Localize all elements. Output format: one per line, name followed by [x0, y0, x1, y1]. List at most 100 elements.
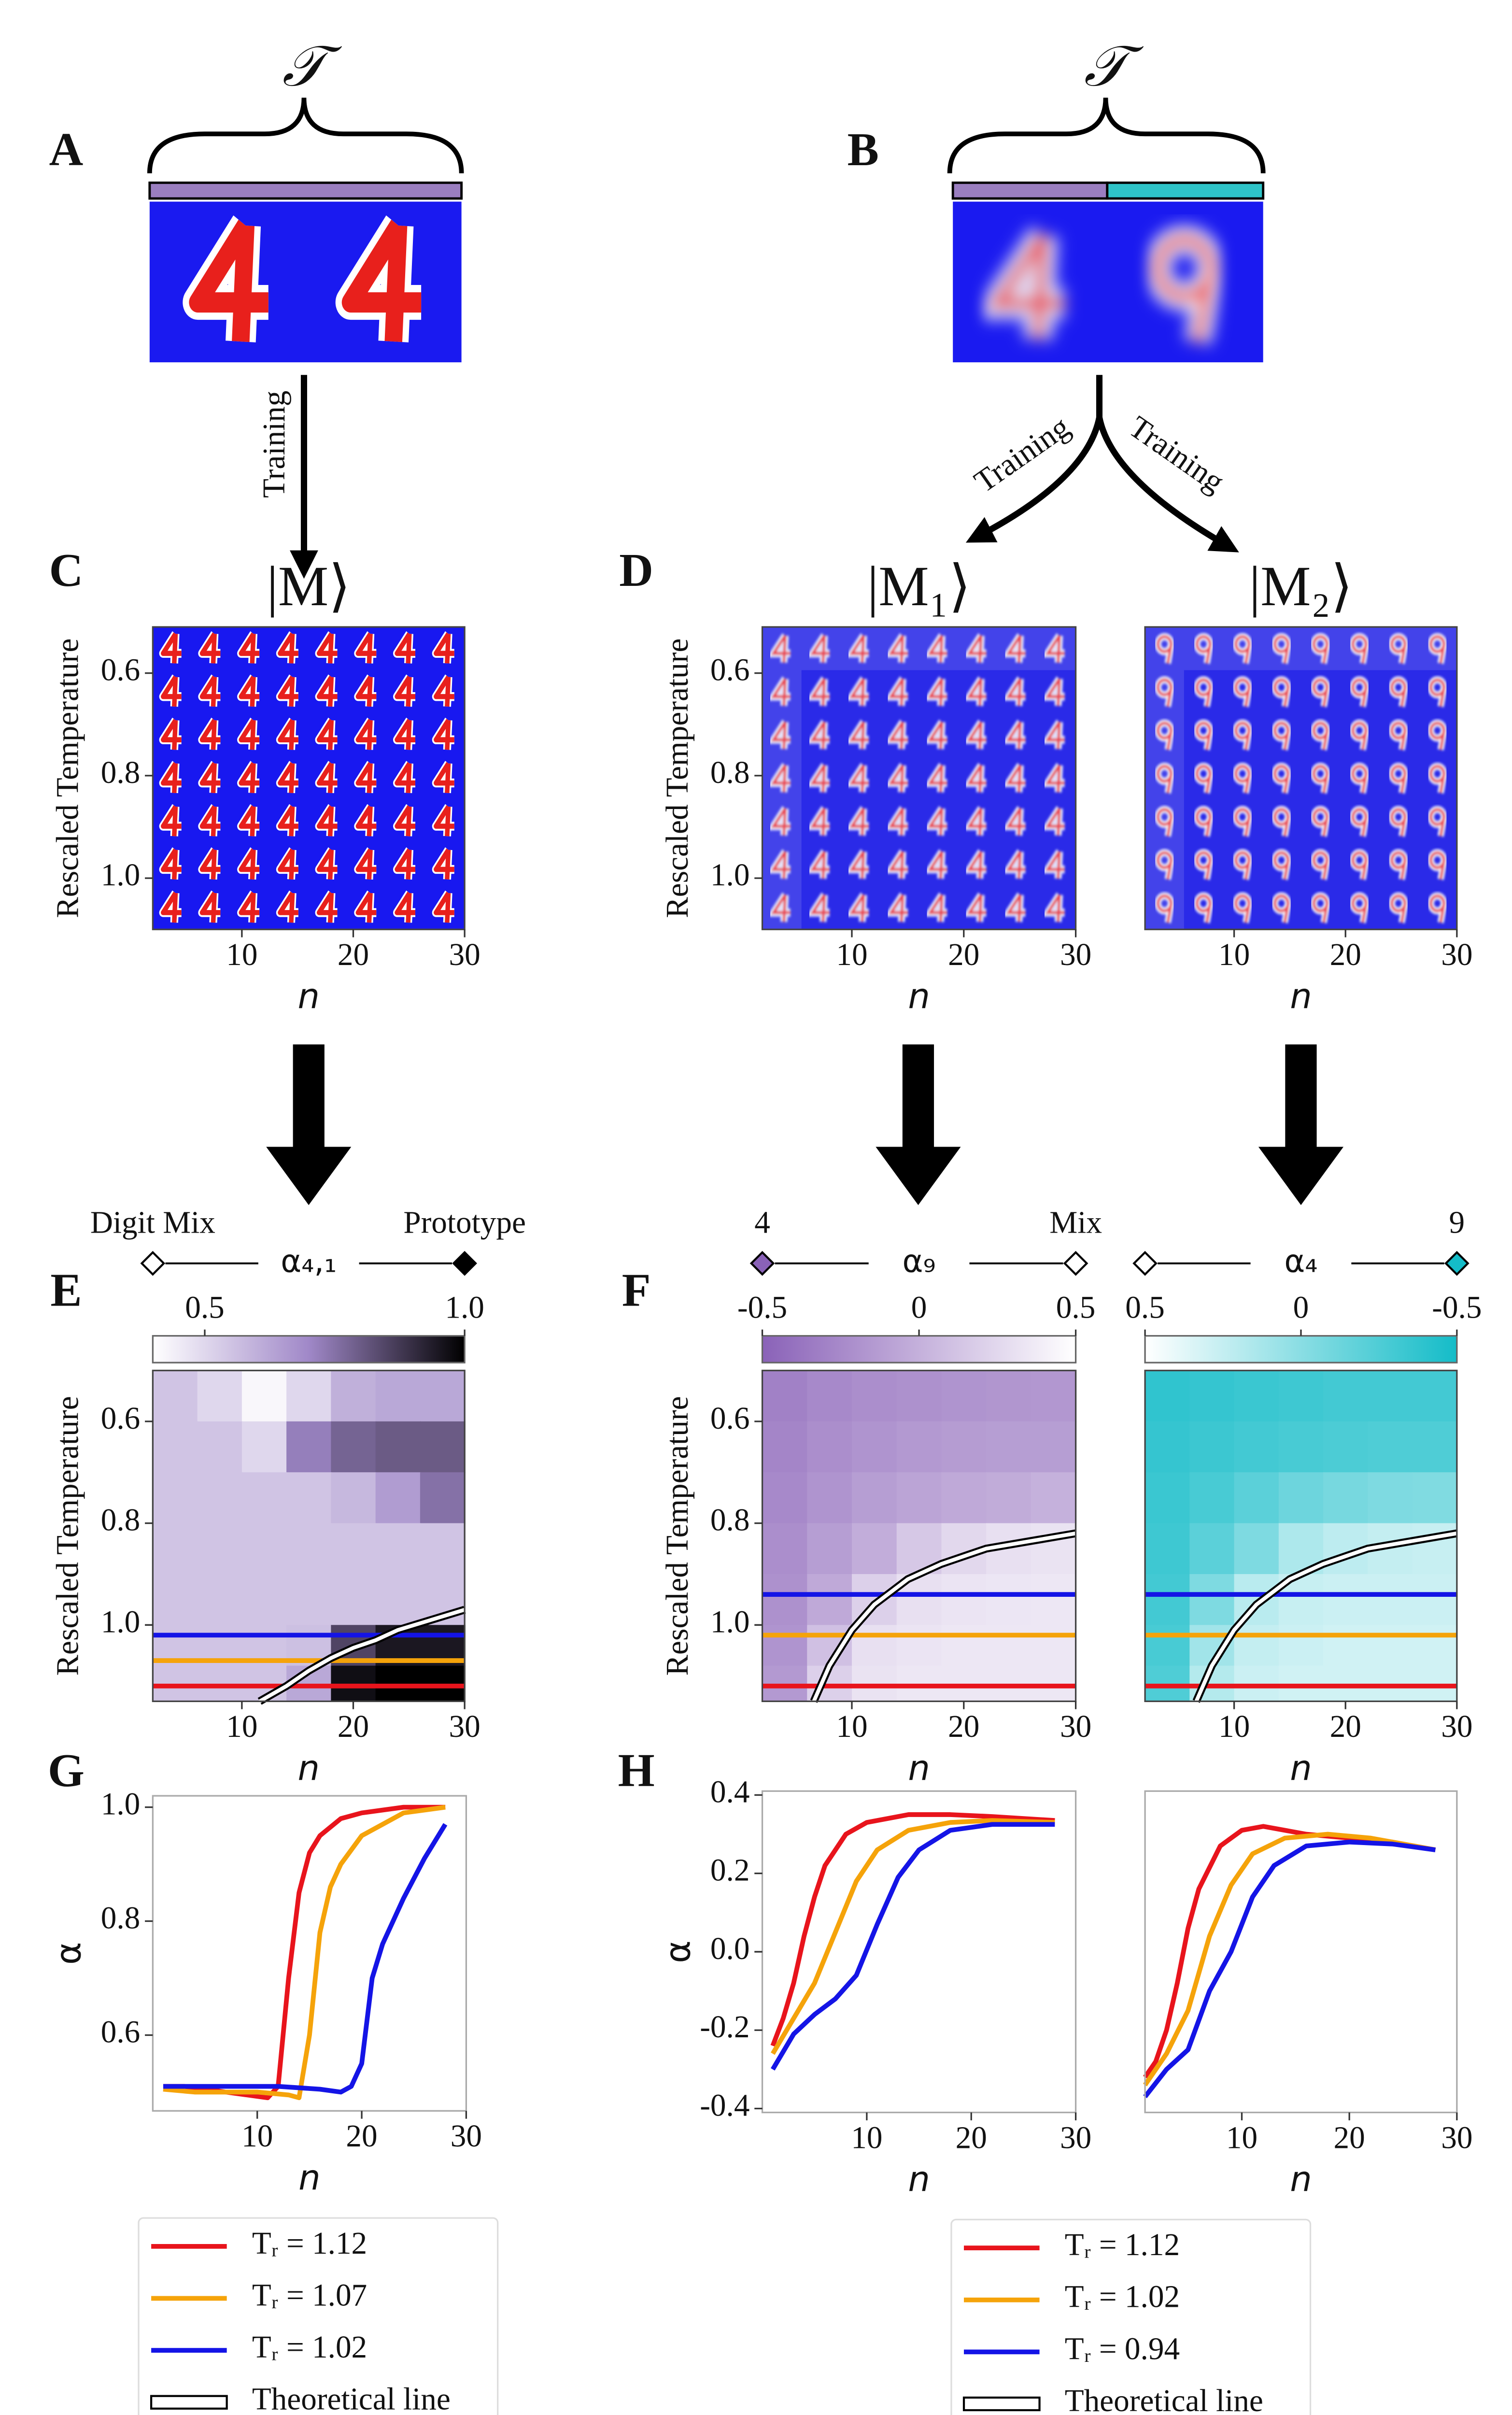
panel-label: H [618, 1745, 655, 1797]
heatmap-cell [1278, 1625, 1324, 1667]
heatmap-cell [896, 1472, 943, 1524]
heatmap-cell [851, 1523, 898, 1575]
y-tick-label: 0.6 [101, 2015, 141, 2049]
heatmap-cell [1278, 1472, 1324, 1524]
y-tick-label: 0.6 [710, 1401, 750, 1436]
heatmap-cell [1412, 1421, 1458, 1473]
heatmap-cell [1278, 1370, 1324, 1422]
heatmap-cell [375, 1523, 421, 1575]
arrow-label: Training [257, 391, 292, 498]
plot-frame [761, 1790, 1077, 2114]
heatmap-cell [1145, 1472, 1190, 1524]
heatmap-cell [986, 1421, 1032, 1473]
chart: Tᵣ = 1.12 Tᵣ = 1.07 Tᵣ = 1.02 Theoretical l… [48, 1787, 499, 2415]
plot-frame [761, 1369, 1077, 1702]
chart: Tᵣ = 1.12 Tᵣ = 1.02 Tᵣ = 0.94 Theoretical l… [657, 1775, 1312, 2415]
y-axis-label: α [48, 1942, 88, 1965]
x-tick-label: 30 [449, 1709, 480, 1744]
heatmap-cell [197, 1523, 243, 1575]
heatmap-cell [851, 1370, 898, 1422]
arrow [965, 375, 1103, 543]
chart: 10 20 30 n |M₂⟩ [1144, 555, 1472, 1016]
heatmap-cell [153, 1472, 198, 1524]
diamond [452, 1250, 477, 1276]
colorbar-tick-label: 0.5 [1056, 1290, 1096, 1325]
plot-frame [1144, 1369, 1458, 1702]
heatmap-cell [762, 1523, 808, 1575]
heatmap-cell [420, 1421, 466, 1473]
heatmap-cell [286, 1421, 332, 1473]
colorbar-label: α₉ [902, 1243, 935, 1280]
x-axis-label: n [298, 1747, 320, 1788]
x-tick-label: 20 [338, 1709, 369, 1744]
heatmap-cell [197, 1421, 243, 1473]
heatmap-cell [941, 1370, 987, 1422]
heatmap-cell [375, 1421, 421, 1473]
heatmap-cell [1412, 1574, 1458, 1626]
x-tick-label: 30 [1060, 2120, 1091, 2155]
chart: 10 20 30 0.6 0.8 1.0 n Rescaled Temperature |M⟩ [51, 555, 480, 1016]
x-tick-label: 20 [1330, 938, 1361, 972]
heatmap-cell [1412, 1370, 1458, 1422]
diamond [1063, 1250, 1088, 1276]
heatmap-cell [1145, 1523, 1190, 1575]
heatmap-cell [1145, 1625, 1190, 1667]
panel-label: A [49, 124, 84, 176]
legend-label: Tᵣ = 1.12 [252, 2226, 367, 2261]
colorbar-label: α₄ [1284, 1243, 1317, 1280]
y-tick-label: 1.0 [101, 1605, 141, 1639]
legend-label: Tᵣ = 1.07 [252, 2278, 367, 2313]
sequence-bar [951, 181, 1109, 200]
colorbar-tick-label: -0.5 [737, 1290, 787, 1325]
plot-frame [152, 1795, 467, 2112]
heatmap-cell [241, 1370, 287, 1422]
x-tick-label: 30 [1060, 938, 1091, 972]
x-tick-label: 10 [836, 1709, 867, 1744]
theory-line [1194, 1531, 1457, 1702]
x-tick-label: 10 [1218, 938, 1250, 972]
big-arrow [1258, 1044, 1344, 1206]
y-tick-label: 0.8 [101, 1503, 141, 1538]
heatmap-cell [1189, 1472, 1235, 1524]
x-tick-label: 30 [1441, 1709, 1472, 1744]
colorbar [1144, 1335, 1458, 1364]
heatmap-cell [1189, 1370, 1235, 1422]
colorbar-label: α₄,₁ [281, 1243, 337, 1280]
x-tick-label: 20 [338, 938, 369, 972]
big-arrow [266, 1044, 352, 1206]
x-axis-label: n [298, 2157, 320, 2198]
legend-label: Theoretical line [252, 2382, 451, 2415]
heatmap-cell [1368, 1574, 1413, 1626]
chart-title: |M₁⟩ [867, 555, 971, 618]
heatmap-cell [762, 1421, 808, 1473]
heatmap-cell [420, 1523, 466, 1575]
heatmap-cell [986, 1370, 1032, 1422]
heatmap-cell [762, 1370, 808, 1422]
legend-swatch [150, 2395, 228, 2410]
heatmap-cell [762, 1625, 808, 1667]
y-tick-label: -0.2 [700, 2010, 749, 2045]
heatmap-cell [941, 1472, 987, 1524]
x-tick-label: 10 [226, 1709, 257, 1744]
x-axis-label: n [908, 976, 930, 1016]
line-series [1143, 1832, 1436, 2087]
brace [147, 98, 464, 173]
heatmap-cell [375, 1370, 421, 1422]
heatmap-cell [807, 1523, 853, 1575]
theory-line [812, 1531, 1076, 1702]
colorbar [152, 1335, 466, 1364]
heatmap-cell [241, 1574, 287, 1626]
x-tick-label: 30 [1441, 2120, 1472, 2155]
heatmap-cell [896, 1421, 943, 1473]
diamond [140, 1250, 166, 1276]
heatmap-cell [1323, 1574, 1369, 1626]
colorbar [761, 1335, 1077, 1364]
heatmap-cell [807, 1472, 853, 1524]
legend-label: Tᵣ = 1.02 [252, 2330, 367, 2365]
y-tick-label: -0.4 [700, 2088, 749, 2123]
heatmap-cell [1368, 1421, 1413, 1473]
legend-box [138, 2217, 499, 2415]
heatmap-cell [1145, 1574, 1190, 1626]
plot-frame [1144, 626, 1458, 930]
